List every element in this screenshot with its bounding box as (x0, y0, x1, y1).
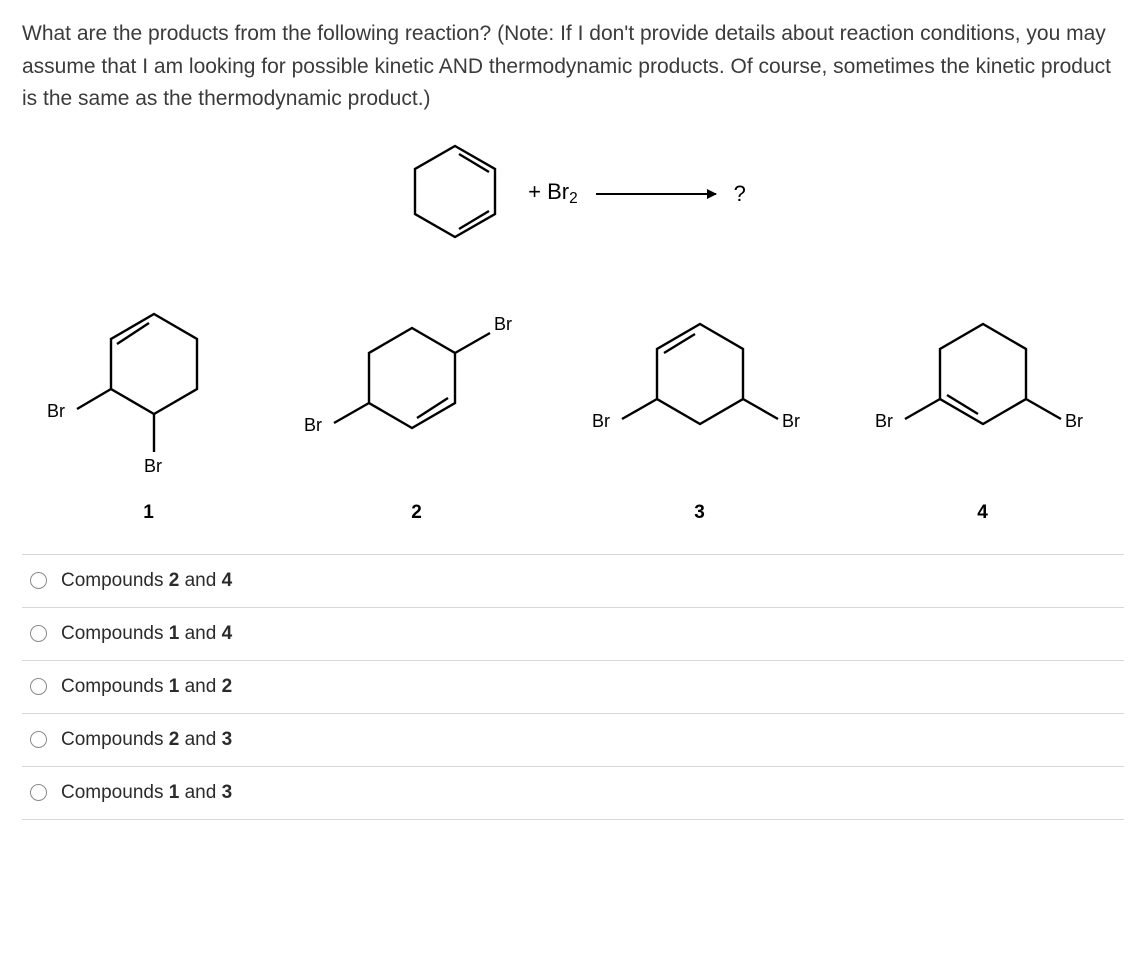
br-label: Br (875, 411, 893, 431)
option-2[interactable]: Compounds 1 and 4 (22, 608, 1124, 661)
compound-2: Br Br 2 (292, 294, 542, 524)
answer-options: Compounds 2 and 4 Compounds 1 and 4 Comp… (22, 554, 1124, 820)
compound-number: 3 (694, 502, 705, 524)
option-label: Compounds 1 and 3 (61, 782, 232, 804)
br-label: Br (1065, 411, 1083, 431)
option-4[interactable]: Compounds 2 and 3 (22, 714, 1124, 767)
option-label: Compounds 1 and 4 (61, 623, 232, 645)
option-3[interactable]: Compounds 1 and 2 (22, 661, 1124, 714)
br-label: Br (144, 456, 162, 476)
radio-icon (30, 678, 47, 695)
plus-reagent: + Br2 (528, 179, 578, 208)
question-text: What are the products from the following… (22, 18, 1124, 116)
radio-icon (30, 784, 47, 801)
compounds-row: Br Br 1 Br Br 2 (22, 294, 1124, 524)
compound-4: Br Br 4 (858, 294, 1108, 524)
compound-number: 1 (143, 502, 154, 524)
option-label: Compounds 1 and 2 (61, 676, 232, 698)
br-label: Br (782, 411, 800, 431)
radio-icon (30, 572, 47, 589)
radio-icon (30, 731, 47, 748)
compound-3: Br Br 3 (575, 294, 825, 524)
compound-number: 4 (977, 502, 988, 524)
option-label: Compounds 2 and 3 (61, 729, 232, 751)
br-label: Br (592, 411, 610, 431)
br-label: Br (47, 401, 65, 421)
product-unknown: ? (734, 181, 746, 207)
compound-1: Br Br 1 (39, 294, 259, 524)
reactant-structure (400, 134, 510, 254)
option-1[interactable]: Compounds 2 and 4 (22, 555, 1124, 608)
reaction-row: + Br2 ? (22, 134, 1124, 254)
br-label: Br (494, 314, 512, 334)
reaction-arrow (596, 193, 716, 195)
option-label: Compounds 2 and 4 (61, 570, 232, 592)
br-label: Br (304, 415, 322, 435)
option-5[interactable]: Compounds 1 and 3 (22, 767, 1124, 820)
radio-icon (30, 625, 47, 642)
compound-number: 2 (411, 502, 422, 524)
